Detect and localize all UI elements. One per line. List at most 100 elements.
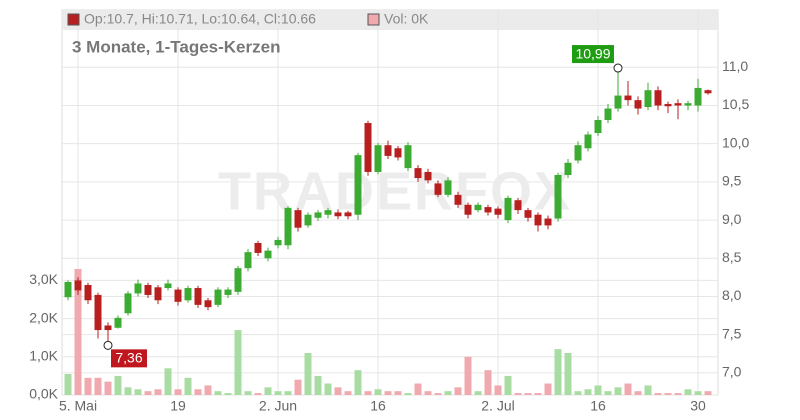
volume-bar xyxy=(534,393,542,395)
y-tick-label: 9,5 xyxy=(722,173,742,189)
volume-bar xyxy=(614,387,622,395)
y-tick-label: 11,0 xyxy=(722,58,748,74)
volume-bar xyxy=(384,391,392,395)
volume-bar xyxy=(154,389,162,395)
volume-bar xyxy=(314,375,322,395)
candle-body xyxy=(84,285,92,301)
volume-bar xyxy=(504,375,512,395)
volume-bar xyxy=(64,373,72,395)
grid xyxy=(62,10,718,396)
candle-body xyxy=(154,287,162,301)
volume-bar xyxy=(634,391,642,395)
volume-bar xyxy=(304,352,312,395)
x-tick-label: 2. Jul xyxy=(481,398,514,414)
max-label-box xyxy=(572,45,614,64)
volume-bar xyxy=(704,391,712,395)
candle-body xyxy=(334,212,342,217)
volume-bar xyxy=(414,383,422,395)
y2-tick-label: 1,0K xyxy=(29,348,58,364)
candle-body xyxy=(454,194,462,205)
candle-body xyxy=(544,218,552,226)
max-label: 10,99 xyxy=(575,45,610,61)
candle-body xyxy=(494,208,502,215)
candle-body xyxy=(284,207,292,246)
y-tick-label: 8,0 xyxy=(722,287,742,303)
y2-tick-label: 2,0K xyxy=(29,309,58,325)
candle-body xyxy=(464,204,472,215)
ohlc-icon xyxy=(67,13,80,26)
volume-bar xyxy=(694,391,702,395)
max-marker xyxy=(613,63,623,73)
candle-body xyxy=(574,145,582,161)
volume-bar xyxy=(214,391,222,395)
volume-bar xyxy=(94,377,102,395)
y-tick-label: 7,5 xyxy=(722,325,742,341)
volume-bar xyxy=(264,387,272,395)
y-tick-label: 8,5 xyxy=(722,249,742,265)
candle-body xyxy=(384,145,392,156)
volume-bar xyxy=(124,387,132,395)
volume-bar xyxy=(404,393,412,395)
volume-bar xyxy=(244,391,252,395)
candle-body xyxy=(504,197,512,221)
volume-bar xyxy=(464,356,472,395)
candle-body xyxy=(104,325,112,331)
x-tick-label: 5. Mai xyxy=(59,398,97,414)
y-tick-label: 10,5 xyxy=(722,96,749,112)
volume-bar xyxy=(474,391,482,395)
candle-body xyxy=(394,148,402,158)
volume-bar xyxy=(604,391,612,395)
volume-bar xyxy=(364,391,372,395)
volume-bar xyxy=(664,393,672,395)
y2-tick-label: 0,0K xyxy=(29,386,58,402)
candle-body xyxy=(304,214,312,226)
volume-label: Vol: 0K xyxy=(384,11,429,27)
volume-bar xyxy=(234,330,242,395)
candle-body xyxy=(344,212,352,217)
candle-body xyxy=(444,180,452,195)
candle-body xyxy=(274,239,282,246)
x-tick-label: 16 xyxy=(590,398,606,414)
candle-body xyxy=(264,250,272,259)
candle-body xyxy=(524,210,532,218)
candle-body xyxy=(144,285,152,295)
candle-body xyxy=(434,183,442,195)
candle-body xyxy=(214,289,222,305)
volume-bar xyxy=(644,385,652,395)
plot-frame xyxy=(61,9,719,396)
candle-body xyxy=(324,210,332,215)
x-tick-label: 19 xyxy=(170,398,186,414)
volume-bar xyxy=(684,389,692,395)
min-label-box xyxy=(111,349,147,368)
candle-body xyxy=(414,168,422,179)
volume-bar xyxy=(284,391,292,395)
marks: 10,99 7,36 xyxy=(64,45,712,395)
y-tick-label: 10,0 xyxy=(722,134,749,150)
candle-body xyxy=(224,289,232,295)
candle-body xyxy=(694,87,702,106)
volume-bar xyxy=(184,377,192,395)
volume-bar xyxy=(514,393,522,395)
volume-bar xyxy=(554,349,562,395)
volume-bar xyxy=(394,391,402,395)
x-tick-label: 30 xyxy=(690,398,706,414)
volume-bar xyxy=(254,393,262,395)
volume-bar xyxy=(444,391,452,395)
candle-body xyxy=(674,103,682,106)
y-tick-label: 7,0 xyxy=(722,364,742,380)
candle-body xyxy=(684,103,692,106)
volume-bar xyxy=(544,383,552,395)
y-tick-label: 9,0 xyxy=(722,211,742,227)
volume-bar xyxy=(324,383,332,395)
candle-body xyxy=(294,210,302,228)
volume-bar xyxy=(434,393,442,395)
candle-body xyxy=(164,283,172,289)
candle-body xyxy=(584,134,592,149)
header-band xyxy=(62,10,718,30)
volume-bar xyxy=(454,387,462,395)
candle-body xyxy=(374,145,382,172)
volume-bar xyxy=(564,352,572,395)
candle-body xyxy=(484,207,492,213)
volume-bar xyxy=(164,368,172,395)
volume-bar xyxy=(674,393,682,395)
